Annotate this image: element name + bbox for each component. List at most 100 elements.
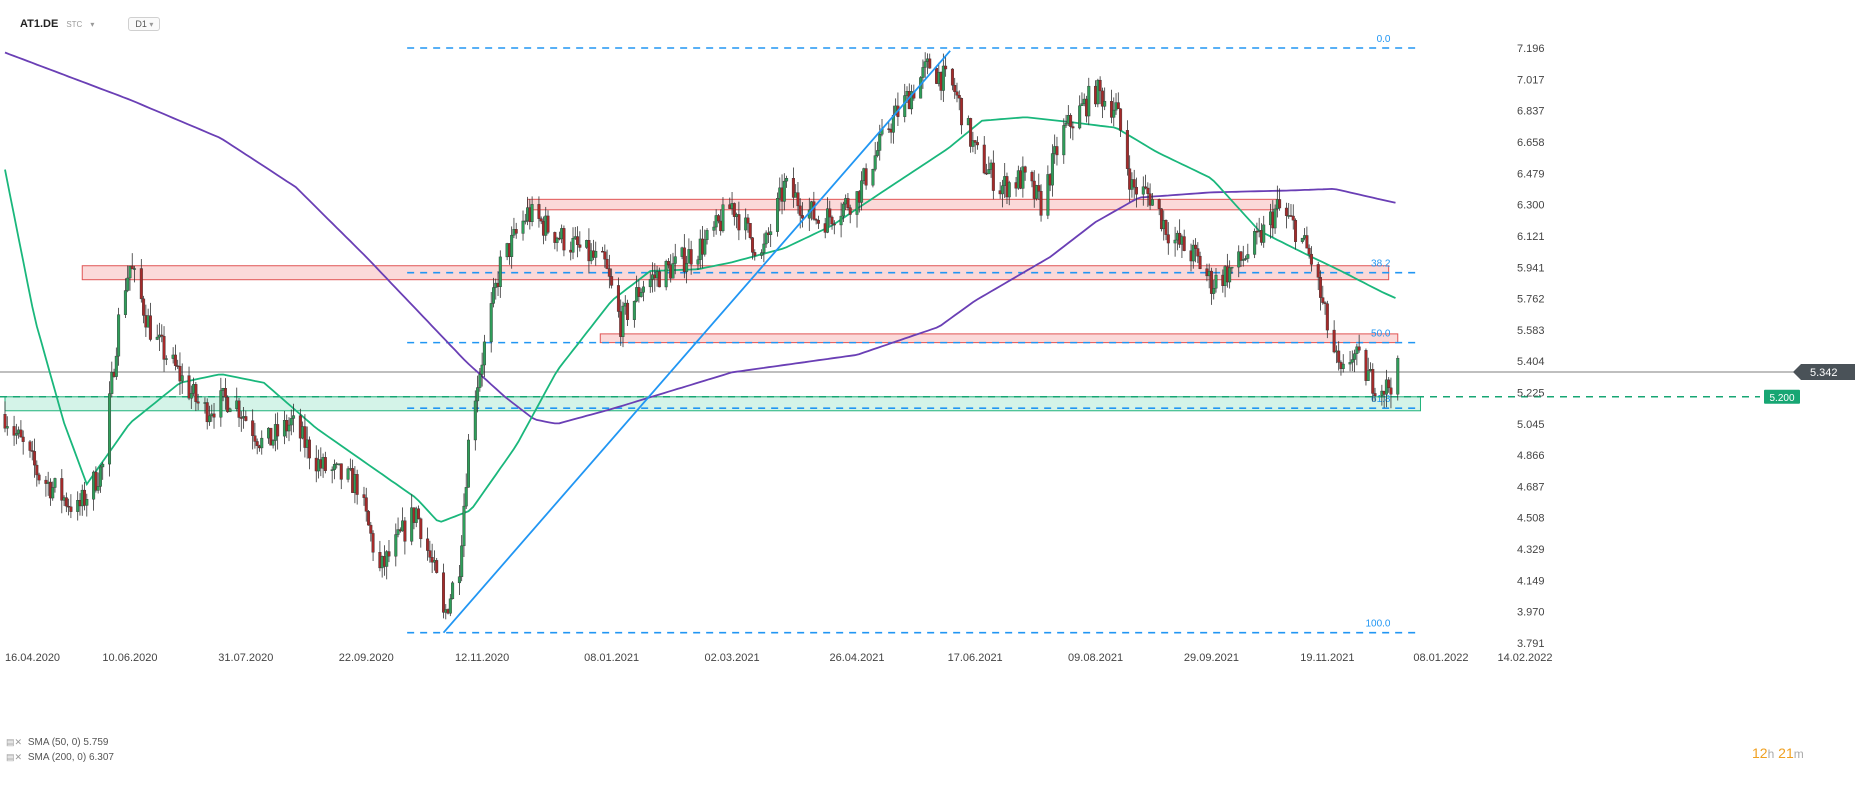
candle-body [1341, 363, 1345, 369]
candle-body [1191, 244, 1195, 262]
candle-body [594, 250, 598, 258]
candle-body [478, 374, 482, 388]
candle-body [632, 300, 636, 320]
candle-body [498, 256, 502, 288]
candle-body [219, 390, 223, 418]
candle-body [1332, 329, 1336, 353]
candle-body [287, 424, 291, 432]
candle-body [796, 192, 800, 207]
candle-body [260, 437, 264, 449]
candle-body [510, 234, 514, 257]
chevron-down-icon[interactable]: ▾ [90, 19, 95, 29]
candle-body [178, 365, 182, 382]
candle-body [1039, 191, 1043, 216]
candle-body [1064, 122, 1068, 126]
candle-body [1100, 90, 1104, 107]
candle-body [514, 229, 518, 234]
candle-body [737, 214, 741, 231]
candle-body [244, 416, 248, 421]
candle-body [491, 287, 495, 304]
candle-body [1023, 166, 1027, 173]
source-label[interactable]: STC [66, 19, 83, 29]
candle-body [553, 232, 557, 243]
candle-body [830, 216, 834, 225]
candle-body [903, 95, 907, 117]
candle-body [1021, 166, 1025, 189]
candle-body [1284, 207, 1288, 216]
y-tick-label: 4.329 [1517, 544, 1545, 556]
candle-body [387, 551, 391, 557]
candle-body [19, 429, 23, 438]
candle-body [196, 401, 200, 404]
candle-body [705, 230, 709, 240]
candle-body [85, 499, 89, 506]
candle-body [142, 298, 146, 316]
candle-body [1116, 102, 1120, 110]
candle-body [5, 426, 9, 429]
candle-body [448, 598, 452, 614]
candle-body [101, 463, 105, 468]
candle-body [173, 354, 177, 366]
candle-body [355, 474, 359, 495]
candle-body [269, 427, 273, 446]
x-tick-label: 14.02.2022 [1497, 652, 1552, 664]
candle-body [1125, 130, 1129, 169]
candle-body [1387, 379, 1391, 389]
candle-body [1046, 174, 1050, 216]
candle-body [207, 415, 211, 423]
candle-body [1173, 239, 1177, 244]
candle-body [703, 239, 707, 255]
candle-body [108, 393, 112, 465]
candle-body [950, 68, 954, 86]
candle-body [798, 205, 802, 216]
candle-body [910, 91, 914, 110]
candle-body [1087, 85, 1091, 117]
candle-body [1337, 350, 1341, 363]
candle-body [276, 424, 280, 437]
interval-select[interactable]: D1 ▾ [128, 17, 161, 31]
candle-body [878, 134, 882, 151]
candle-body [991, 162, 995, 191]
candle-body [1096, 79, 1100, 105]
candle-body [1069, 115, 1073, 127]
candle-body [253, 435, 257, 442]
y-tick-label: 3.970 [1517, 607, 1545, 619]
candle-body [1291, 215, 1295, 221]
candle-body [371, 533, 375, 553]
candle-body [332, 464, 336, 470]
candle-body [1325, 303, 1329, 331]
candle-body [721, 204, 725, 232]
candle-body [603, 251, 607, 260]
candle-body [871, 169, 875, 186]
candle-body [712, 226, 716, 231]
candle-body [637, 287, 641, 297]
candle-body [685, 263, 689, 272]
candle-body [521, 220, 525, 234]
candle-body [791, 178, 795, 198]
candle-body [1239, 251, 1243, 261]
candle-body [923, 61, 927, 68]
y-tick-label: 6.837 [1517, 106, 1545, 118]
legend-sma200[interactable]: ▤✕ SMA (200, 0) 6.307 [6, 750, 114, 765]
symbol-label[interactable]: AT1.DE [20, 18, 59, 30]
candle-body [1132, 179, 1136, 188]
candle-body [33, 451, 37, 466]
candle-body [1323, 302, 1327, 304]
candle-body [126, 277, 130, 291]
candle-body [1364, 350, 1368, 381]
candle-body [489, 303, 493, 343]
candle-body [873, 155, 877, 170]
candle-body [1348, 362, 1352, 365]
candle-body [616, 285, 620, 312]
candle-body [782, 180, 786, 202]
candle-body [473, 400, 477, 441]
y-tick-label: 7.017 [1517, 74, 1545, 86]
candle-body [1128, 168, 1132, 190]
candle-body [339, 463, 343, 480]
candle-body [1030, 172, 1034, 182]
candle-body [1244, 258, 1248, 260]
candle-body [21, 436, 25, 442]
candle-body [1080, 103, 1084, 106]
legend-sma50[interactable]: ▤✕ SMA (50, 0) 5.759 [6, 735, 114, 750]
